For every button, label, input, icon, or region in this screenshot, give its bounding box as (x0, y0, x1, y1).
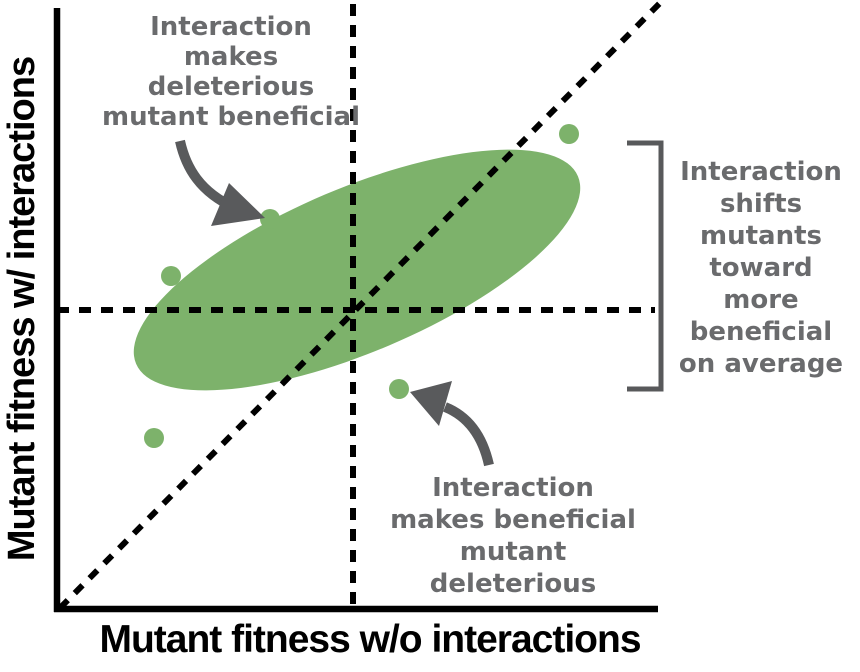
range-bracket-icon (627, 140, 664, 392)
annotation-shift-toward-beneficial: Interaction shifts mutants toward more b… (678, 157, 844, 379)
mutant-point (260, 209, 280, 229)
mutant-point (389, 379, 409, 399)
mutant-distribution-ellipse (133, 149, 581, 391)
x-axis-label: Mutant fitness w/o interactions (99, 618, 641, 661)
arrow-head-icon (410, 381, 452, 426)
arrow-beneficial-to-deleterious (410, 381, 494, 467)
y-axis-label: Mutant fitness w/ interactions (1, 56, 43, 562)
arrow-deleterious-to-beneficial (175, 139, 265, 226)
identity-diagonal-line (57, 0, 663, 611)
mutant-points-layer (144, 124, 579, 448)
annotation-beneficial-becomes-deleterious: Interaction makes beneficial mutant dele… (390, 473, 636, 599)
mutant-point (144, 428, 164, 448)
mutant-point (559, 124, 579, 144)
annotation-deleterious-becomes-beneficial: Interaction makes deleterious mutant ben… (101, 12, 360, 132)
arrow-curve (442, 402, 494, 467)
arrow-head-icon (211, 183, 265, 226)
mutant-point (161, 266, 181, 286)
